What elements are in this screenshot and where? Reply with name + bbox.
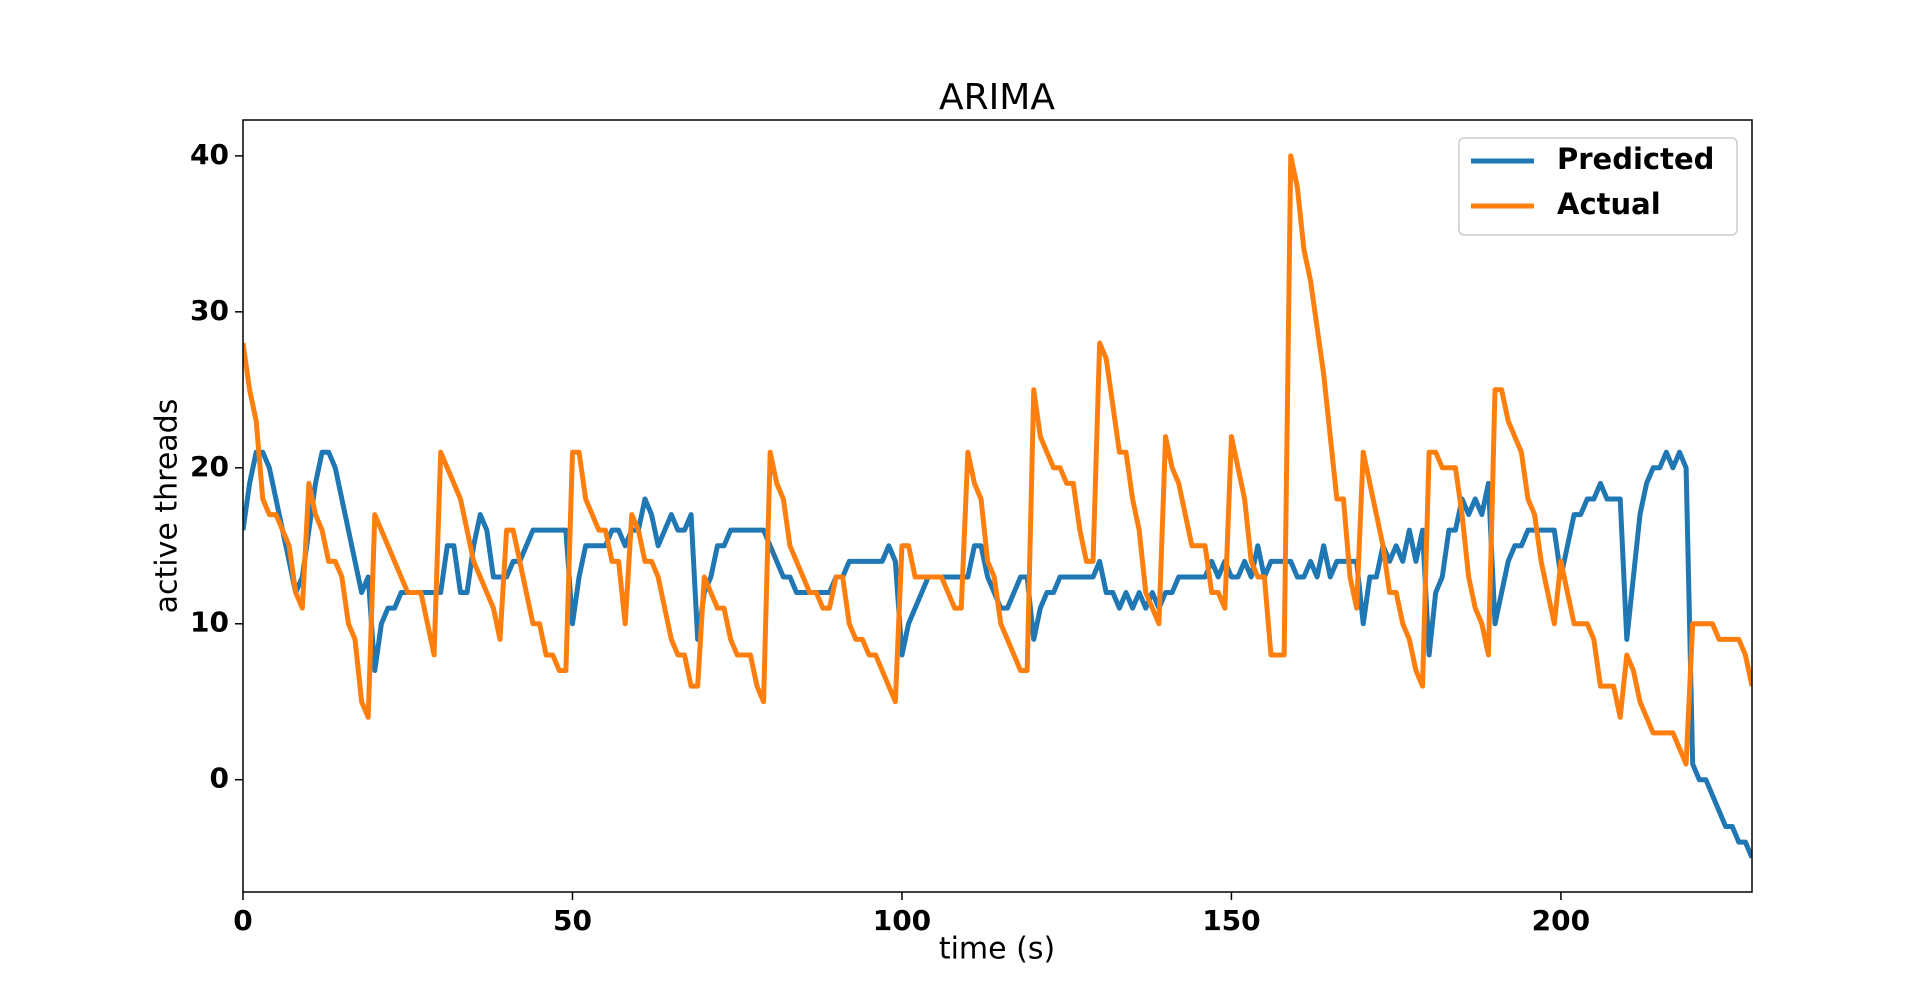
- legend: Predicted Actual: [1458, 137, 1738, 236]
- y-tick-label: 40: [190, 138, 229, 171]
- line-series: [243, 153, 1752, 767]
- chart-title: ARIMA: [939, 77, 1055, 118]
- plot-frame: [242, 119, 1753, 893]
- legend-label: Actual: [1557, 187, 1661, 221]
- x-tick-label: 0: [233, 904, 252, 937]
- line-series: [243, 449, 1752, 859]
- x-tick-label: 50: [553, 904, 592, 937]
- y-axis-label: active threads: [150, 399, 185, 614]
- x-tick-label: 100: [873, 904, 931, 937]
- y-tick-label: 30: [190, 294, 229, 327]
- legend-label: Predicted: [1557, 142, 1714, 176]
- x-tick-label: 150: [1202, 904, 1260, 937]
- y-tick-label: 0: [210, 762, 229, 795]
- x-axis-label: time (s): [939, 932, 1055, 967]
- x-tick-label: 200: [1532, 904, 1590, 937]
- y-tick-label: 10: [190, 606, 229, 639]
- y-tick-label: 20: [190, 450, 229, 483]
